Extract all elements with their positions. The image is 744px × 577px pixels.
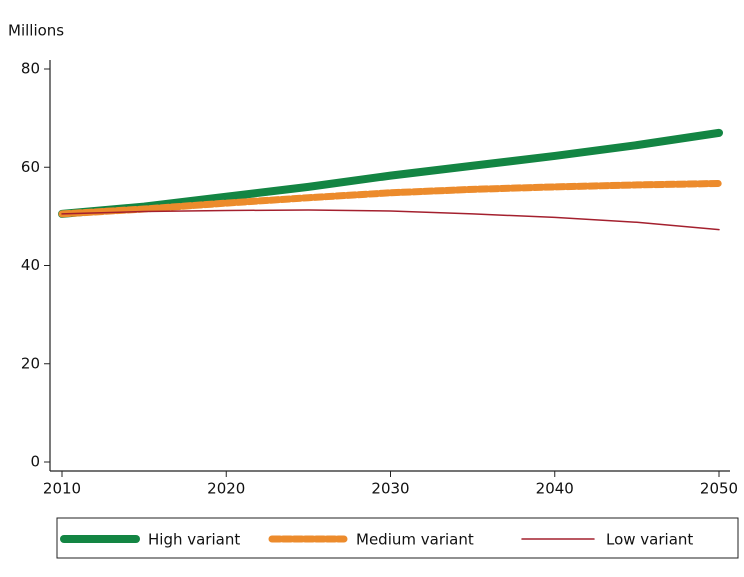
series-line xyxy=(58,128,723,218)
legend-label: High variant xyxy=(148,531,240,549)
legend-box xyxy=(56,517,739,559)
x-tick-label: 2040 xyxy=(536,480,574,498)
y-axis-label: Millions xyxy=(8,22,64,40)
x-tick-label: 2010 xyxy=(43,480,81,498)
x-tick-label: 2030 xyxy=(371,480,409,498)
y-tick-label: 60 xyxy=(21,158,40,176)
x-tick-label: 2020 xyxy=(207,480,245,498)
y-tick-label: 20 xyxy=(21,354,40,372)
x-tick-label: 2050 xyxy=(700,480,738,498)
y-tick-label: 40 xyxy=(21,256,40,274)
series-line xyxy=(58,179,723,218)
legend-label: Medium variant xyxy=(356,531,474,549)
legend-label: Low variant xyxy=(606,531,693,549)
series-line xyxy=(61,209,720,231)
y-tick-label: 80 xyxy=(21,60,40,78)
y-tick-label: 0 xyxy=(30,453,40,471)
